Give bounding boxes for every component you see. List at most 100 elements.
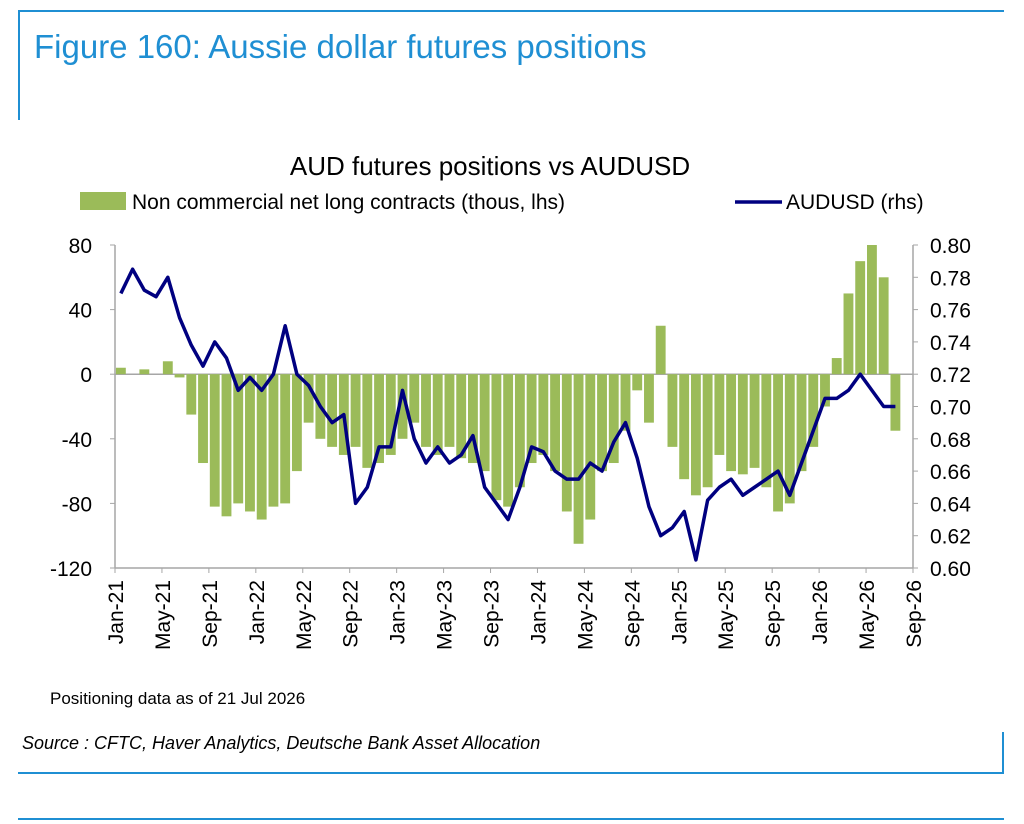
bar-2026-03 xyxy=(843,293,854,375)
bar-2021-08 xyxy=(198,374,208,464)
bar-2025-02 xyxy=(690,374,701,496)
x-tick-label: Jan-25 xyxy=(668,580,691,644)
bar-2021-01 xyxy=(115,367,126,375)
bar-2025-09 xyxy=(773,374,783,512)
bar-2025-06 xyxy=(737,374,748,475)
y-right-tick-label: 0.68 xyxy=(930,429,971,452)
bar-2021-12 xyxy=(245,374,255,512)
positioning-note: Positioning data as of 21 Jul 2026 xyxy=(50,689,305,708)
x-tick-label: May-25 xyxy=(715,580,738,650)
bar-2021-05 xyxy=(162,361,173,375)
bar-2024-11 xyxy=(655,325,666,375)
y-right-tick-label: 0.72 xyxy=(930,364,971,387)
bar-2024-05 xyxy=(585,374,596,520)
bar-2022-12 xyxy=(385,374,396,455)
bar-2024-04 xyxy=(573,374,584,544)
bar-2023-08 xyxy=(479,374,490,472)
bar-2023-11 xyxy=(514,374,525,488)
bar-2023-01 xyxy=(397,374,408,439)
y-left-tick-label: 0 xyxy=(80,364,92,387)
x-tick-label: May-22 xyxy=(293,580,316,650)
bar-2025-05 xyxy=(726,374,737,472)
x-tick-label: Sep-21 xyxy=(199,580,222,648)
bar-2022-09 xyxy=(350,374,361,447)
bar-2026-06 xyxy=(878,277,889,375)
y-right-tick-label: 0.74 xyxy=(930,332,971,355)
bar-2022-04 xyxy=(291,374,302,472)
bar-2024-12 xyxy=(667,374,678,447)
x-tick-label: Sep-25 xyxy=(762,580,785,648)
bar-2025-03 xyxy=(702,374,713,488)
bar-2025-04 xyxy=(714,374,725,455)
bar-2023-09 xyxy=(491,374,502,501)
bar-2023-12 xyxy=(526,374,537,464)
bar-2024-06 xyxy=(597,374,607,472)
bar-2023-10 xyxy=(503,374,514,507)
chart-title: AUD futures positions vs AUDUSD xyxy=(290,151,690,181)
x-tick-label: Jan-24 xyxy=(527,580,550,645)
bar-2025-01 xyxy=(679,374,690,480)
bar-2021-10 xyxy=(221,374,232,517)
bar-2024-03 xyxy=(561,374,572,512)
bar-2024-07 xyxy=(608,374,619,464)
bar-2022-03 xyxy=(280,374,291,504)
legend-line-label: AUDUSD (rhs) xyxy=(786,191,924,214)
bar-2023-02 xyxy=(409,374,420,423)
y-tick-labels: 80 40 0 -40 -80 -120 0.80 0.78 0.76 0.74 0.72 0.70 0… xyxy=(50,235,971,581)
bar-2022-01 xyxy=(256,374,267,520)
x-tick-label: May-24 xyxy=(574,580,597,650)
bar-2022-02 xyxy=(268,374,279,507)
bar-2026-02 xyxy=(831,358,842,375)
y-right-tick-label: 0.64 xyxy=(930,493,971,516)
bar-2021-09 xyxy=(209,374,220,507)
bar-2025-07 xyxy=(749,374,760,468)
bar-2022-07 xyxy=(327,374,338,447)
bar-series xyxy=(115,245,901,544)
legend-bar-label: Non commercial net long contracts (thous… xyxy=(132,191,565,214)
bar-2021-11 xyxy=(233,374,244,504)
y-right-tick-label: 0.76 xyxy=(930,300,971,323)
y-left-tick-label: 80 xyxy=(69,235,92,258)
bar-2022-05 xyxy=(303,374,314,423)
bar-2021-06 xyxy=(174,374,185,378)
y-right-tick-label: 0.60 xyxy=(930,558,971,581)
bar-2022-11 xyxy=(374,374,384,464)
bar-2026-07 xyxy=(890,374,901,431)
frame-footer-rule xyxy=(18,818,1004,820)
bar-2022-10 xyxy=(362,374,373,468)
x-tick-label: Jan-21 xyxy=(105,580,128,644)
x-tick-label: Sep-23 xyxy=(481,580,504,648)
bar-2021-03 xyxy=(139,369,150,375)
bar-2026-04 xyxy=(855,261,866,375)
bar-2024-08 xyxy=(620,374,631,431)
bar-2024-10 xyxy=(644,374,654,423)
bar-2021-07 xyxy=(186,374,197,415)
x-tick-label: May-21 xyxy=(152,580,175,650)
x-tick-label: Jan-26 xyxy=(809,580,832,644)
y-left-tick-label: -120 xyxy=(50,558,92,581)
bar-2024-02 xyxy=(550,374,560,472)
frame-right-rule xyxy=(1002,732,1004,774)
bar-2025-11 xyxy=(796,374,807,472)
x-tick-label: May-26 xyxy=(856,580,879,650)
x-tick-label: Jan-22 xyxy=(246,580,269,644)
figure-title: Figure 160: Aussie dollar futures positi… xyxy=(34,28,647,65)
bar-2026-01 xyxy=(820,374,830,407)
bar-2024-09 xyxy=(632,374,643,391)
legend: Non commercial net long contracts (thous… xyxy=(80,191,924,214)
bar-2026-05 xyxy=(867,245,877,375)
bar-2023-04 xyxy=(432,374,443,455)
bar-2023-07 xyxy=(468,374,478,464)
x-tick-label: Sep-24 xyxy=(621,580,644,648)
y-left-tick-label: 40 xyxy=(69,300,92,323)
y-right-tick-label: 0.78 xyxy=(930,267,971,290)
source-line: Source : CFTC, Haver Analytics, Deutsche… xyxy=(22,733,541,753)
x-tick-labels: Jan-21 May-21 Sep-21 Jan-22 May-22 Sep-22 Jan-… xyxy=(105,568,926,650)
x-tick-label: Sep-26 xyxy=(903,580,926,648)
y-left-tick-label: -40 xyxy=(62,429,92,452)
x-tick-label: Jan-23 xyxy=(387,580,410,644)
y-right-tick-label: 0.62 xyxy=(930,526,971,549)
frame-left-rule xyxy=(18,10,20,120)
y-right-tick-label: 0.80 xyxy=(930,235,971,258)
